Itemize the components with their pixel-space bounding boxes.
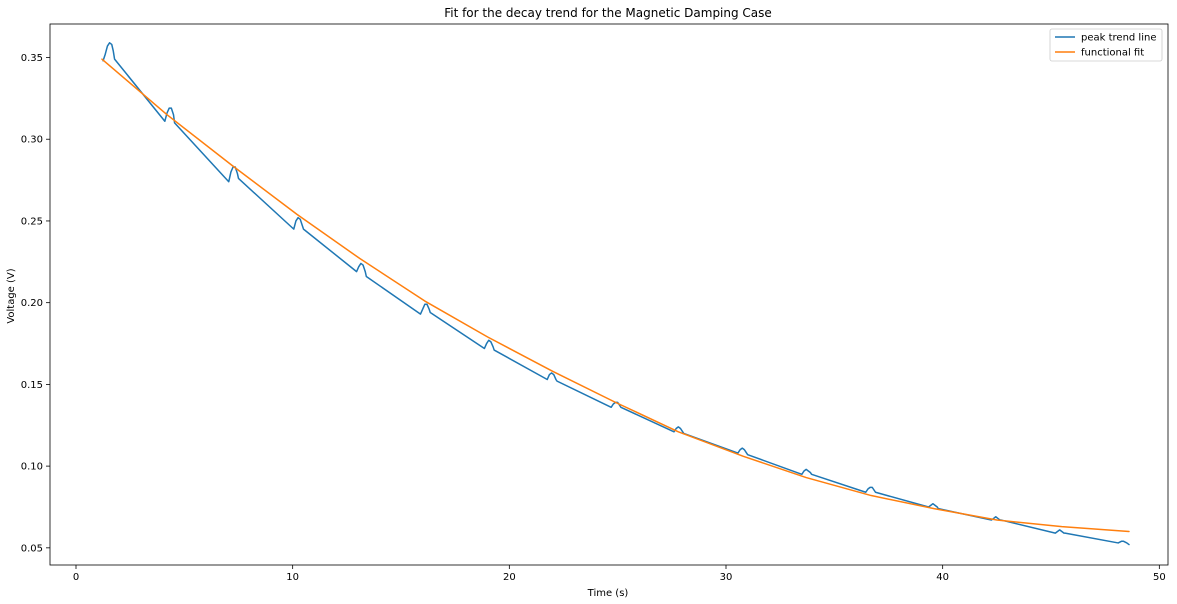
y-tick-label: 0.30: [21, 135, 43, 146]
y-tick-label: 0.15: [21, 380, 43, 391]
y-axis-label: Voltage (V): [6, 268, 17, 323]
x-tick-label: 30: [720, 572, 733, 583]
legend-box: [1049, 28, 1163, 62]
y-tick-label: 0.20: [21, 298, 43, 309]
legend-label-2: functional fit: [1081, 48, 1144, 59]
x-tick-label: 50: [1153, 572, 1166, 583]
plot-area: [101, 42, 1130, 546]
chart-title: Fit for the decay trend for the Magnetic…: [444, 6, 772, 20]
axes-frame: [49, 23, 1169, 566]
x-tick-label: 40: [936, 572, 949, 583]
x-tick-label: 10: [286, 572, 299, 583]
x-axis: 0 10 20 30 40 50: [73, 565, 1166, 583]
y-tick-label: 0.10: [21, 462, 43, 473]
y-tick-label: 0.05: [21, 543, 43, 554]
legend-label-1: peak trend line: [1081, 33, 1156, 44]
x-tick-label: 20: [503, 572, 516, 583]
y-tick-label: 0.25: [21, 216, 43, 227]
series-line-2: [101, 58, 1130, 533]
y-tick-label: 0.35: [21, 53, 43, 64]
y-axis: 0.05 0.10 0.15 0.20 0.25 0.30 0.35: [21, 53, 50, 554]
x-tick-label: 0: [73, 572, 79, 583]
legend: peak trend line functional fit: [1049, 28, 1163, 62]
x-axis-label: Time (s): [587, 588, 629, 599]
